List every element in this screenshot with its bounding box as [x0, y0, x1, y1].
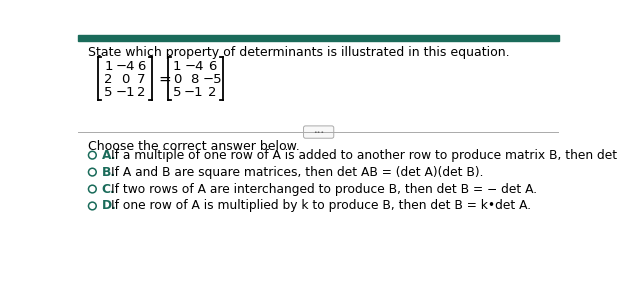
Text: State which property of determinants is illustrated in this equation.: State which property of determinants is …: [88, 46, 510, 59]
Text: If a multiple of one row of A is added to another row to produce matrix B, then : If a multiple of one row of A is added t…: [111, 149, 621, 162]
Text: If one row of A is multiplied by k to produce B, then det B = k•det A.: If one row of A is multiplied by k to pr…: [111, 199, 531, 213]
Text: −1: −1: [184, 86, 204, 99]
Text: C.: C.: [102, 182, 116, 196]
Text: •••: •••: [313, 130, 324, 135]
Text: B.: B.: [102, 166, 116, 179]
Circle shape: [88, 151, 96, 159]
Circle shape: [88, 168, 96, 176]
Text: If A and B are square matrices, then det AB = (det A)(det B).: If A and B are square matrices, then det…: [111, 166, 484, 179]
Text: If two rows of A are interchanged to produce B, then det B = − det A.: If two rows of A are interchanged to pro…: [111, 182, 537, 196]
Text: 5: 5: [104, 86, 113, 99]
Bar: [78, 35, 559, 41]
Text: Choose the correct answer below.: Choose the correct answer below.: [88, 140, 300, 153]
Text: −1: −1: [116, 86, 135, 99]
Text: 6: 6: [137, 60, 145, 73]
Text: 0: 0: [122, 73, 130, 86]
Text: 2: 2: [137, 86, 145, 99]
Text: 1: 1: [173, 60, 181, 73]
FancyBboxPatch shape: [304, 126, 333, 138]
Text: −4: −4: [116, 60, 135, 73]
Text: −4: −4: [184, 60, 204, 73]
Circle shape: [88, 202, 96, 210]
Text: 7: 7: [137, 73, 145, 86]
Text: 0: 0: [173, 73, 181, 86]
Text: 1: 1: [104, 60, 113, 73]
Text: 8: 8: [189, 73, 198, 86]
Text: 2: 2: [104, 73, 113, 86]
Text: =: =: [158, 72, 171, 87]
Text: 5: 5: [173, 86, 181, 99]
Text: D.: D.: [102, 199, 117, 213]
Text: 2: 2: [208, 86, 217, 99]
Text: −5: −5: [202, 73, 222, 86]
Text: A.: A.: [102, 149, 116, 162]
Text: 6: 6: [208, 60, 217, 73]
Circle shape: [88, 185, 96, 193]
